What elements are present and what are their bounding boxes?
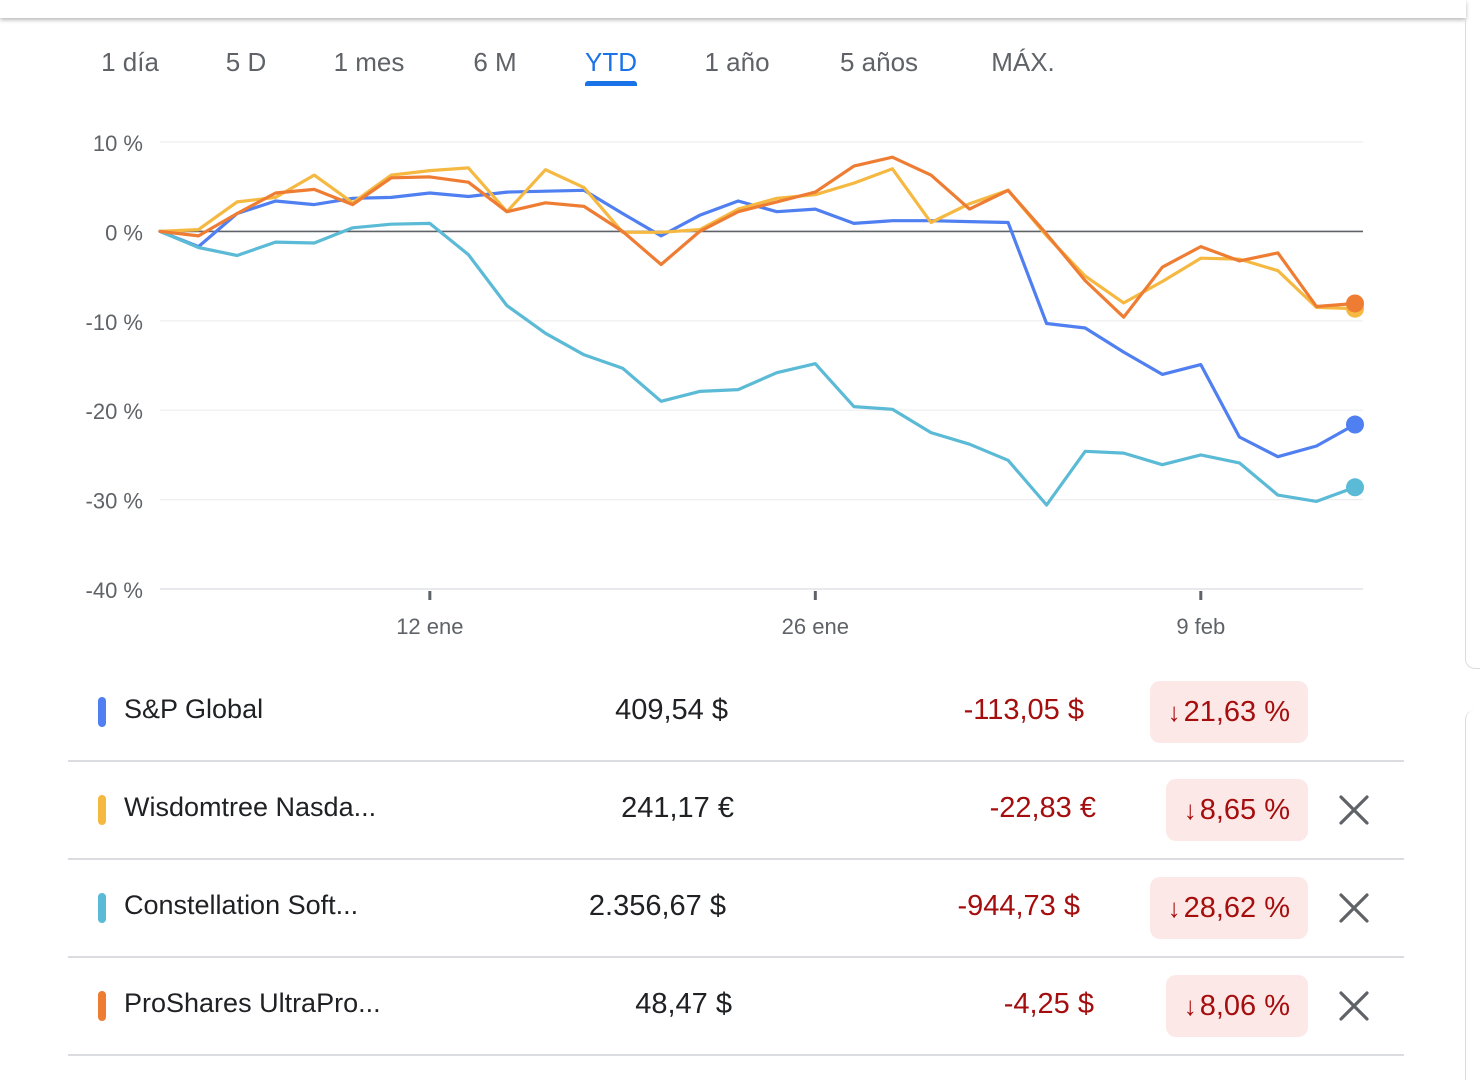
range-tabs: 1 día 5 D 1 mes 6 M YTD 1 año 5 años MÁX… [0,40,1120,90]
close-icon [1339,991,1369,1021]
table-row[interactable]: ProShares UltraPro... 48,47 $ -4,25 $ ↓ 8… [68,958,1404,1056]
series-line [158,188,1357,459]
remove-comparison-button[interactable] [1334,986,1374,1026]
remove-comparison-button[interactable] [1334,790,1374,830]
top-bar-shadow [0,0,1466,18]
security-price: 409,54 $ [615,694,728,726]
tab-1-day[interactable]: 1 día [99,40,161,84]
tab-ytd[interactable]: YTD [583,40,639,86]
percent-change-badge: ↓ 8,06 % [1165,975,1308,1037]
series-color-swatch [98,893,106,923]
series-end-point [1346,415,1364,434]
tab-max[interactable]: MÁX. [989,40,1057,84]
security-name: ProShares UltraPro... [124,988,381,1018]
series-end-point [1346,478,1364,497]
price-change: -944,73 $ [957,890,1080,922]
close-icon [1339,893,1369,923]
x-tick-label: 9 feb [1176,614,1225,639]
price-change: -4,25 $ [1003,988,1094,1020]
series-color-swatch [98,991,106,1021]
remove-comparison-button[interactable] [1334,888,1374,928]
arrow-down-icon: ↓ [1183,795,1197,825]
tab-6-months[interactable]: 6 M [471,40,518,84]
side-panel-edge [1465,18,1480,669]
percent-change-value: 8,06 % [1199,990,1290,1022]
x-tick-label: 26 ene [782,614,849,639]
y-tick-label: 10 % [93,131,143,156]
table-row[interactable]: S&P Global 409,54 $ -113,05 $ ↓ 21,63 % [68,664,1404,762]
close-icon [1339,795,1369,825]
price-change: -113,05 $ [963,694,1084,726]
comparison-table: S&P Global 409,54 $ -113,05 $ ↓ 21,63 % W… [68,664,1404,1056]
security-name: Wisdomtree Nasda... [124,792,377,822]
tab-5-days[interactable]: 5 D [224,40,268,84]
series-end-point [1346,294,1364,313]
y-tick-label: -10 % [86,310,143,335]
comparison-chart: 10 % 0 % -10 % -20 % -30 % -40 % 12 ene 26 ene 9… [0,100,1466,660]
y-tick-label: -30 % [86,489,143,514]
security-price: 2.356,67 $ [588,890,726,922]
table-row[interactable]: Constellation Soft... 2.356,67 $ -944,73… [68,860,1404,958]
percent-change-badge: ↓ 8,65 % [1165,779,1308,841]
series-line [158,166,1357,311]
x-tick-label: 12 ene [396,614,463,639]
security-price: 241,17 € [621,792,734,824]
percent-change-badge: ↓ 21,63 % [1149,681,1308,743]
series-line [158,221,1357,507]
percent-change-value: 8,65 % [1199,794,1290,826]
security-name: S&P Global [124,694,264,724]
y-tick-label: -40 % [86,578,143,603]
percent-change-badge: ↓ 28,62 % [1149,877,1308,939]
table-row[interactable]: Wisdomtree Nasda... 241,17 € -22,83 € ↓ 8… [68,762,1404,860]
security-price: 48,47 $ [635,988,732,1020]
chart-svg: 10 % 0 % -10 % -20 % -30 % -40 % 12 ene 26 ene 9… [86,131,1364,639]
tab-1-month[interactable]: 1 mes [332,40,407,84]
arrow-down-icon: ↓ [1167,697,1181,727]
tab-5-years[interactable]: 5 años [838,40,920,84]
percent-change-value: 28,62 % [1183,892,1290,924]
y-tick-label: -20 % [86,399,143,424]
y-tick-label: 0 % [105,220,143,245]
side-panel-edge-lower [1465,710,1480,1080]
percent-change-value: 21,63 % [1183,696,1290,728]
arrow-down-icon: ↓ [1183,991,1197,1021]
series-color-swatch [98,697,106,727]
series-line [158,155,1357,319]
series-color-swatch [98,795,106,825]
tab-1-year[interactable]: 1 año [702,40,771,84]
security-name: Constellation Soft... [124,890,359,920]
arrow-down-icon: ↓ [1167,893,1181,923]
price-change: -22,83 € [989,792,1096,824]
